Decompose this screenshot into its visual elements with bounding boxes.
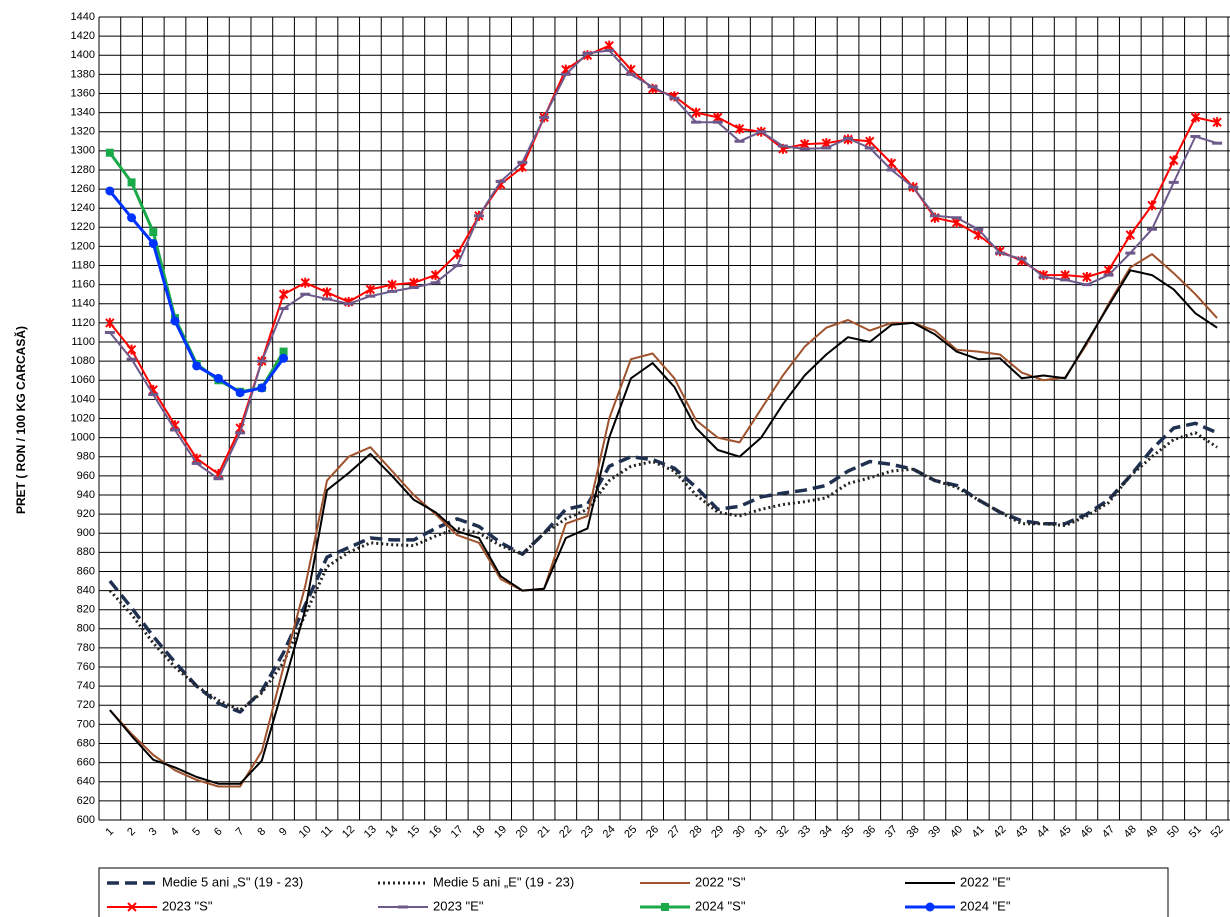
y-tick-label: 1280 — [71, 164, 95, 176]
marker — [865, 136, 875, 147]
y-tick-label: 1420 — [71, 30, 95, 42]
y-tick-label: 680 — [77, 737, 95, 749]
y-tick-label: 800 — [77, 623, 95, 635]
y-tick-label: 1400 — [71, 49, 95, 61]
legend-label: 2023 "E" — [433, 898, 484, 913]
y-tick-label: 1020 — [71, 412, 95, 424]
legend-marker — [661, 903, 669, 911]
legend-marker — [127, 902, 137, 912]
legend-label: Medie 5 ani „S" (19 - 23) — [162, 874, 303, 889]
marker — [257, 383, 267, 393]
grid: 600 620 640 660 680 700 720 740 760 780 800 820 840 8… — [71, 11, 1230, 841]
legend-label: 2023 "S" — [162, 898, 213, 913]
y-tick-label: 1120 — [71, 317, 95, 329]
y-tick-label: 620 — [77, 795, 95, 807]
y-tick-label: 1140 — [71, 298, 95, 310]
marker — [105, 186, 115, 196]
series-line — [108, 431, 1218, 712]
marker — [127, 213, 137, 223]
marker — [1082, 272, 1092, 283]
marker — [170, 316, 180, 326]
marker — [1169, 155, 1179, 166]
marker — [1190, 112, 1201, 123]
y-tick-label: 1320 — [71, 126, 95, 138]
y-tick-label: 840 — [77, 584, 95, 596]
legend-label: Medie 5 ani „E" (19 - 23) — [433, 874, 574, 889]
y-tick-label: 1000 — [71, 432, 95, 444]
marker — [691, 107, 701, 118]
marker — [192, 361, 202, 371]
marker — [322, 287, 332, 298]
y-tick-label: 1260 — [71, 183, 95, 195]
y-tick-label: 980 — [77, 451, 95, 463]
y-tick-label: 940 — [77, 489, 95, 501]
y-tick-label: 1040 — [71, 393, 95, 405]
marker — [105, 148, 114, 157]
y-tick-label: 1440 — [71, 11, 95, 23]
marker — [1147, 200, 1157, 211]
y-tick-label: 640 — [77, 776, 95, 788]
series-line — [108, 421, 1218, 714]
y-tick-label: 700 — [77, 718, 95, 730]
series-layer — [104, 40, 1223, 788]
y-tick-label: 920 — [77, 508, 95, 520]
marker — [734, 123, 745, 134]
marker — [279, 347, 288, 356]
y-tick-label: 960 — [77, 470, 95, 482]
marker — [127, 178, 136, 187]
y-tick-label: 1240 — [71, 202, 95, 214]
y-tick-label: 860 — [77, 565, 95, 577]
y-tick-label: 1300 — [71, 145, 95, 157]
y-tick-label: 780 — [77, 642, 95, 654]
legend-label: 2022 "E" — [960, 874, 1011, 889]
y-tick-label: 740 — [77, 680, 95, 692]
marker — [430, 270, 441, 281]
y-tick-label: 1180 — [71, 259, 95, 271]
series-line — [109, 49, 1218, 480]
legend-box — [98, 867, 1169, 917]
y-tick-label: 880 — [77, 546, 95, 558]
marker — [1212, 117, 1222, 128]
marker — [149, 228, 158, 237]
legend-label: 2024 "S" — [695, 898, 746, 913]
y-tick-label: 1360 — [71, 87, 95, 99]
y-tick-label: 900 — [77, 527, 95, 539]
y-tick-label: 1080 — [71, 355, 95, 367]
y-tick-label: 1340 — [71, 107, 95, 119]
marker — [213, 373, 223, 383]
marker — [126, 344, 137, 355]
y-tick-label: 1220 — [71, 221, 95, 233]
marker — [105, 317, 115, 328]
y-tick-label: 600 — [77, 814, 95, 826]
marker — [278, 289, 289, 300]
marker — [387, 279, 397, 290]
marker — [300, 277, 310, 288]
y-axis-title: PRET ( RON / 100 KG CARCASĂ) — [13, 326, 28, 514]
marker — [279, 353, 289, 363]
y-tick-label: 1160 — [71, 279, 95, 291]
y-tick-label: 1200 — [71, 240, 95, 252]
y-tick-label: 1380 — [71, 68, 95, 80]
y-tick-label: 720 — [77, 699, 95, 711]
y-tick-label: 760 — [77, 661, 95, 673]
legend-marker — [925, 902, 935, 912]
marker — [148, 239, 158, 249]
legend-label: 2022 "S" — [695, 874, 746, 889]
marker — [452, 249, 462, 260]
legend-label: 2024 "E" — [960, 898, 1011, 913]
y-tick-label: 820 — [77, 604, 95, 616]
series-line — [109, 269, 1218, 785]
y-tick-label: 660 — [77, 757, 95, 769]
legend: Medie 5 ani „S" (19 - 23) Medie 5 ani „E"… — [107, 874, 1011, 913]
y-tick-label: 1100 — [71, 336, 95, 348]
marker — [235, 388, 245, 398]
marker — [365, 284, 376, 295]
y-tick-label: 1060 — [71, 374, 95, 386]
marker — [1125, 229, 1136, 240]
